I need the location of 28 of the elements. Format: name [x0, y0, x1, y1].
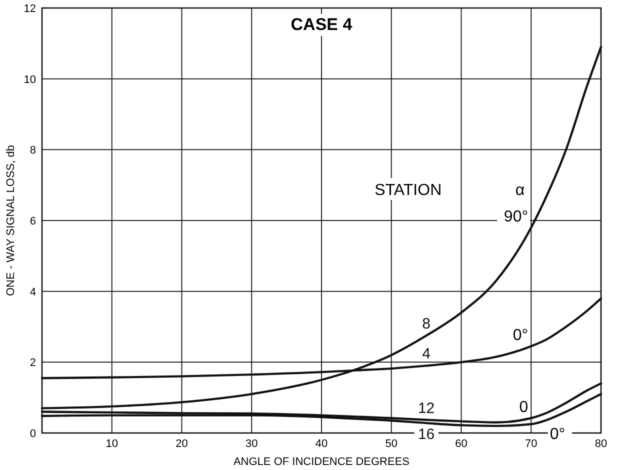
x-tick-label: 30 — [246, 438, 258, 450]
y-tick-label: 12 — [24, 3, 36, 15]
annotation: 0° — [550, 426, 566, 443]
y-tick-label: 8 — [30, 144, 36, 157]
series-label: 12 — [418, 400, 435, 417]
x-tick-label: 70 — [525, 438, 538, 450]
annotation: 0 — [519, 399, 528, 416]
annotation: 90° — [504, 208, 528, 226]
x-tick-label: 40 — [315, 438, 328, 450]
y-tick-label: 2 — [30, 357, 36, 370]
y-tick-label: 6 — [30, 216, 36, 228]
x-tick-label: 80 — [594, 438, 608, 450]
series-label: 4 — [422, 346, 430, 363]
series-label: 8 — [422, 316, 430, 333]
y-axis-title: ONE - WAY SIGNAL LOSS, db — [5, 145, 17, 296]
x-tick-label: 20 — [176, 438, 188, 450]
annotation: STATION — [374, 182, 442, 199]
x-tick-label: 60 — [455, 438, 468, 450]
chart-title: CASE 4 — [290, 15, 353, 34]
x-tick-label: 50 — [385, 438, 398, 450]
series-label: 16 — [418, 426, 435, 444]
y-tick-label: 4 — [30, 286, 36, 298]
x-axis-title: ANGLE OF INCIDENCE DEGREES — [233, 456, 410, 468]
y-tick-label: 10 — [24, 74, 36, 86]
annotation: α — [515, 182, 525, 199]
x-tick-label: 10 — [106, 438, 118, 450]
annotation: 0° — [512, 327, 528, 344]
y-tick-label: 0 — [30, 428, 36, 440]
